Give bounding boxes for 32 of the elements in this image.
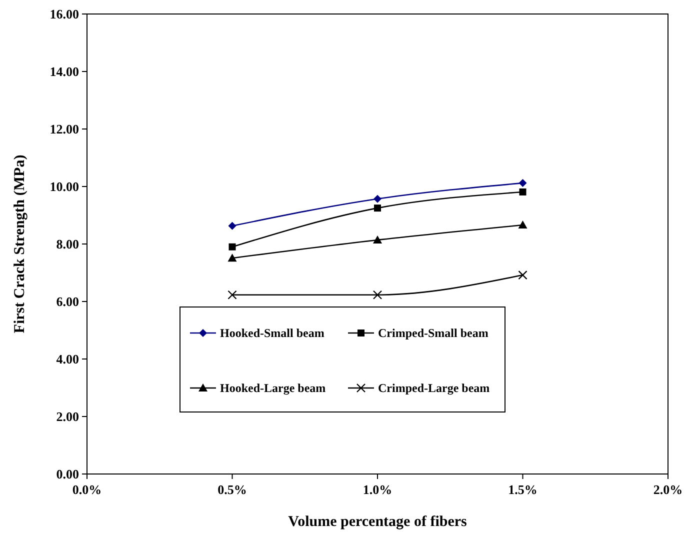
- legend-label: Crimped-Large beam: [378, 381, 490, 396]
- point: [372, 290, 382, 300]
- point: [228, 254, 237, 262]
- y-tick-label: 4.00: [56, 352, 79, 367]
- y-tick-label: 16.00: [50, 6, 79, 22]
- legend-label: Hooked-Small beam: [220, 326, 324, 340]
- point: [519, 188, 526, 196]
- x-tick-label: 1.0%: [362, 482, 392, 497]
- point: [228, 290, 237, 300]
- x-tick-label: 1.5%: [508, 482, 538, 497]
- point: [518, 270, 528, 280]
- point: [373, 235, 382, 244]
- point: [228, 243, 236, 250]
- y-tick-label: 2.00: [56, 409, 79, 424]
- x-tick-label: 0.0%: [72, 482, 102, 497]
- y-tick-label: 10.00: [50, 179, 79, 194]
- y-tick-label: 8.00: [56, 236, 79, 252]
- y-tick-label: 14.00: [50, 64, 79, 80]
- y-axis-title: First Crack Strength (MPa): [12, 154, 28, 334]
- point: [228, 222, 236, 230]
- legend-label: Hooked-Large beam: [220, 381, 326, 396]
- point: [374, 204, 381, 212]
- point: [374, 194, 382, 203]
- y-tick-label: 12.00: [50, 122, 79, 137]
- legend-label: Crimped-Small beam: [378, 326, 488, 340]
- x-tick-label: 0.5%: [218, 482, 247, 497]
- y-tick-label: 0.00: [56, 466, 79, 482]
- point: [518, 179, 527, 188]
- x-tick-label: 2.0%: [653, 482, 683, 497]
- point: [518, 220, 528, 229]
- x-axis-title: Volume percentage of fibers: [288, 514, 468, 530]
- y-tick-label: 6.00: [56, 294, 79, 310]
